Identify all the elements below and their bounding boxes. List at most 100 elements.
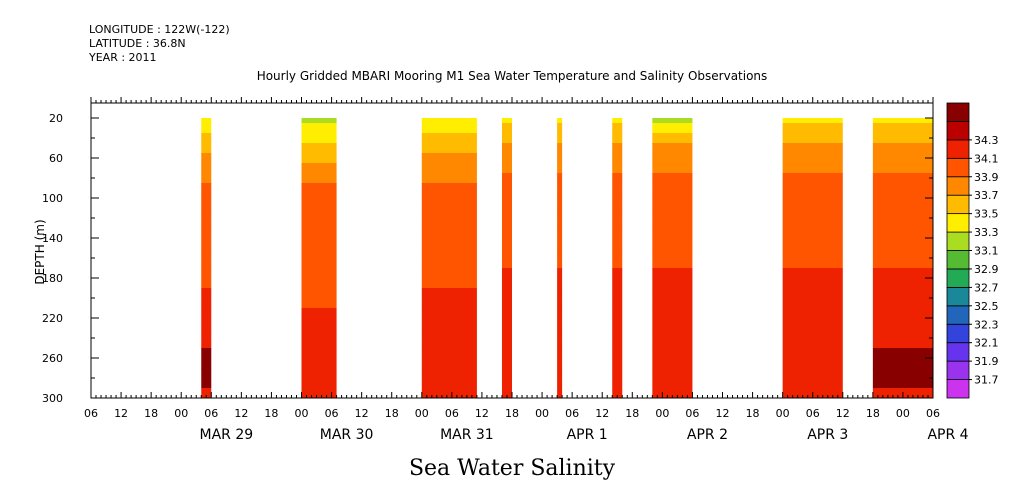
x-tick-label: 12 <box>114 407 128 420</box>
salinity-cell <box>612 268 623 289</box>
salinity-cell <box>421 288 477 309</box>
salinity-cell <box>557 193 563 209</box>
salinity-cell <box>301 118 337 124</box>
salinity-cell <box>872 153 933 164</box>
salinity-cell <box>557 173 563 184</box>
salinity-cell <box>612 228 623 249</box>
salinity-cell <box>421 133 477 144</box>
salinity-cell <box>201 133 212 144</box>
y-tick-label: 180 <box>42 272 63 285</box>
colorbar-swatch <box>946 286 970 307</box>
salinity-cell <box>652 328 693 349</box>
salinity-cell <box>652 183 693 194</box>
x-tick-label: 00 <box>655 407 669 420</box>
x-tick-label: 18 <box>144 407 158 420</box>
x-tick-label: 06 <box>565 407 579 420</box>
salinity-cell <box>201 118 212 124</box>
x-tick-label: 06 <box>926 407 940 420</box>
salinity-cell <box>652 153 693 164</box>
salinity-cell <box>421 328 477 349</box>
x-tick-label: 00 <box>776 407 790 420</box>
salinity-cell <box>201 193 212 209</box>
salinity-cell <box>612 388 623 399</box>
salinity-cell <box>782 193 843 209</box>
salinity-cell <box>612 208 623 229</box>
salinity-cell <box>301 248 337 269</box>
salinity-cell <box>301 388 337 399</box>
x-day-label: APR 2 <box>687 427 728 443</box>
x-tick-label: 18 <box>505 407 519 420</box>
salinity-cell <box>421 268 477 289</box>
salinity-cell <box>652 368 693 389</box>
colorbar-swatch <box>946 102 970 122</box>
data-block <box>782 118 843 399</box>
salinity-cell <box>652 228 693 249</box>
colorbar-label: 33.3 <box>974 226 999 239</box>
x-tick-label: 00 <box>535 407 549 420</box>
colorbar-swatch <box>946 157 970 178</box>
x-tick-label: 06 <box>325 407 339 420</box>
salinity-cell <box>301 193 337 209</box>
colorbar-swatch <box>946 139 970 159</box>
salinity-cell <box>782 173 843 184</box>
salinity-cell <box>652 288 693 309</box>
colorbar-swatch <box>946 194 970 215</box>
salinity-cell <box>652 163 693 174</box>
salinity-cell <box>501 143 512 154</box>
x-day-label: APR 4 <box>927 427 968 443</box>
x-day-label: MAR 29 <box>199 427 253 443</box>
salinity-cell <box>421 388 477 399</box>
colorbar-label: 32.3 <box>974 318 999 331</box>
chart-caption: Sea Water Salinity <box>409 456 616 481</box>
y-tick-label: 60 <box>49 152 63 165</box>
salinity-cell <box>612 153 623 164</box>
salinity-cell <box>501 368 512 389</box>
x-tick-label: 12 <box>716 407 730 420</box>
salinity-cell <box>872 133 933 144</box>
salinity-cell <box>652 268 693 289</box>
colorbar-swatch <box>946 268 970 288</box>
salinity-cell <box>501 183 512 194</box>
colorbar-swatch <box>946 250 970 270</box>
x-tick-label: 06 <box>806 407 820 420</box>
salinity-cell <box>557 183 563 194</box>
salinity-cell <box>421 368 477 389</box>
salinity-cell <box>557 133 563 144</box>
salinity-cell <box>782 288 843 309</box>
salinity-cell <box>782 308 843 329</box>
salinity-cell <box>301 348 337 369</box>
salinity-cell <box>652 123 693 134</box>
salinity-cell <box>201 173 212 184</box>
salinity-cell <box>421 163 477 174</box>
salinity-cell <box>201 123 212 134</box>
x-day-label: MAR 31 <box>440 427 494 443</box>
salinity-cell <box>421 208 477 229</box>
salinity-cell <box>421 308 477 329</box>
salinity-cell <box>782 248 843 269</box>
year-label: YEAR : 2011 <box>89 51 157 64</box>
salinity-cell <box>872 123 933 134</box>
salinity-cell <box>872 348 933 369</box>
salinity-cell <box>501 133 512 144</box>
salinity-cell <box>557 268 563 289</box>
y-tick-label: 260 <box>42 352 63 365</box>
salinity-cell <box>301 328 337 349</box>
x-tick-label: 12 <box>595 407 609 420</box>
salinity-cell <box>421 143 477 154</box>
x-tick-label: 06 <box>685 407 699 420</box>
salinity-cell <box>501 208 512 229</box>
salinity-cell <box>201 248 212 269</box>
x-tick-label: 18 <box>625 407 639 420</box>
colorbar-swatch <box>946 121 970 141</box>
salinity-cell <box>557 143 563 154</box>
salinity-cell <box>872 308 933 329</box>
x-tick-label: 00 <box>295 407 309 420</box>
salinity-cell <box>201 143 212 154</box>
longitude-label: LONGITUDE : 122W(-122) <box>89 23 230 36</box>
salinity-cell <box>421 173 477 184</box>
salinity-cell <box>652 248 693 269</box>
salinity-cell <box>612 183 623 194</box>
salinity-cell <box>557 208 563 229</box>
x-tick-label: 06 <box>204 407 218 420</box>
